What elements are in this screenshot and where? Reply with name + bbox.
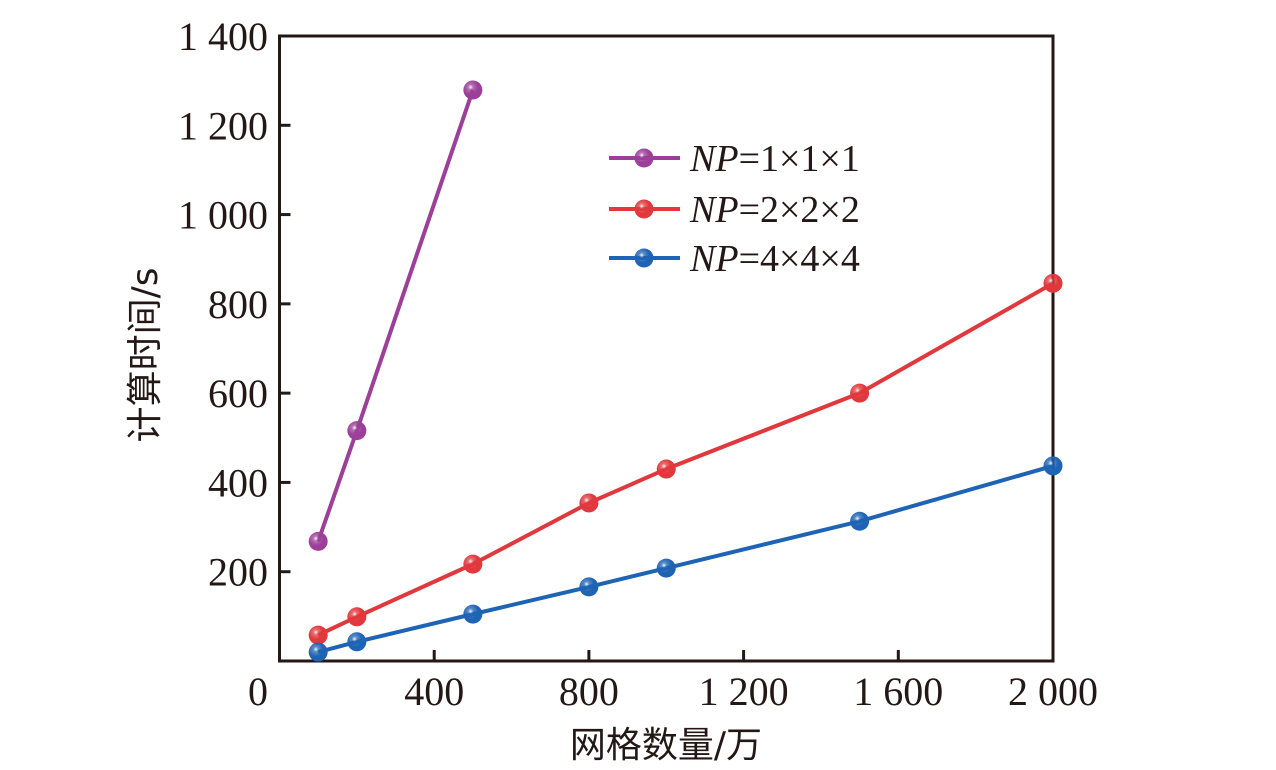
legend-label-italic: NP: [689, 189, 739, 231]
x-tick-label: 800: [559, 669, 619, 714]
legend-marker: [634, 248, 654, 268]
series-line: [316, 89, 475, 543]
data-point: [579, 577, 599, 597]
legend-label: NP=1×1×1: [689, 138, 860, 180]
y-tick-label: 200: [208, 550, 268, 595]
legend-label-rest: =2×2×2: [739, 189, 860, 231]
legend-label-italic: NP: [689, 138, 739, 180]
legend-marker: [634, 199, 654, 219]
data-point: [850, 511, 870, 531]
series-3: [308, 456, 1063, 662]
legend-marker: [634, 148, 654, 168]
data-point: [463, 604, 483, 624]
data-point: [1043, 456, 1063, 476]
data-point: [308, 625, 328, 645]
y-tick-label: 1 000: [178, 193, 268, 238]
legend-label-rest: =4×4×4: [739, 238, 860, 280]
x-axis-title: 网格数量/万: [570, 725, 762, 766]
y-tick-label: 600: [208, 371, 268, 416]
legend-item: NP=2×2×2: [609, 189, 860, 231]
data-point: [656, 459, 676, 479]
legend: NP=1×1×1NP=2×2×2NP=4×4×4: [609, 138, 860, 280]
plot-frame: [278, 34, 1055, 663]
y-tick-label: 1 200: [178, 103, 268, 148]
x-tick-label: 400: [404, 669, 464, 714]
x-tick-label: 0: [248, 669, 268, 714]
legend-label-italic: NP: [689, 238, 739, 280]
series-layer: [308, 80, 1063, 662]
data-point: [308, 642, 328, 662]
plot-border: [278, 34, 1055, 663]
y-tick-label: 1 400: [178, 14, 268, 59]
legend-item: NP=4×4×4: [609, 238, 860, 280]
x-tick-label: 2 000: [1008, 669, 1098, 714]
data-point: [1043, 273, 1063, 293]
x-axis: 0 400 800 1 200 1 600 2 000: [248, 650, 1098, 714]
series-line: [317, 463, 1054, 655]
series-2: [308, 273, 1063, 645]
data-point: [463, 554, 483, 574]
y-axis-title: 计算时间/s: [125, 268, 166, 443]
data-point: [656, 558, 676, 578]
x-tick-label: 1 600: [853, 669, 943, 714]
x-tick-label: 1 200: [699, 669, 789, 714]
y-tick-label: 400: [208, 460, 268, 505]
data-point: [850, 383, 870, 403]
data-point: [463, 80, 483, 100]
data-point: [579, 493, 599, 513]
data-point: [308, 531, 328, 551]
legend-label-rest: =1×1×1: [739, 138, 860, 180]
legend-label: NP=2×2×2: [689, 189, 860, 231]
series-line: [317, 281, 1054, 637]
y-tick-label: 800: [208, 282, 268, 327]
data-point: [347, 607, 367, 627]
series-1: [308, 80, 483, 551]
legend-item: NP=1×1×1: [609, 138, 860, 180]
legend-label: NP=4×4×4: [689, 238, 860, 280]
data-point: [347, 421, 367, 441]
y-axis: 200 400 600 800 1 000 1 200 1 400: [178, 14, 291, 595]
data-point: [347, 632, 367, 652]
